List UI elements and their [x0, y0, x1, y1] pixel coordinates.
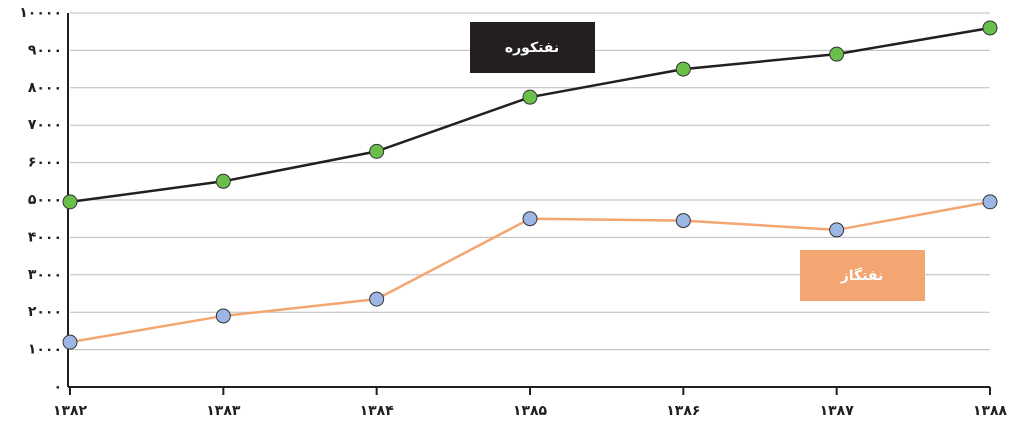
- legend-box: [800, 250, 925, 301]
- y-tick-label: ۰: [53, 379, 62, 395]
- legend-label: نفتکوره: [505, 40, 559, 56]
- legend-box: [470, 22, 595, 73]
- x-tick-label: ۱۳۸۳: [206, 403, 241, 419]
- x-tick-label: ۱۳۸۶: [666, 403, 700, 419]
- y-tick-label: ۳۰۰۰: [28, 267, 62, 283]
- y-tick-label: ۲۰۰۰: [28, 304, 62, 320]
- x-tick-label: ۱۳۸۷: [820, 403, 855, 419]
- point-marker: [675, 213, 691, 229]
- y-tick-label: ۷۰۰۰: [28, 117, 62, 133]
- x-tick-label: ۱۳۸۵: [513, 403, 548, 419]
- y-tick-label: ۵۰۰۰: [28, 192, 62, 208]
- legend-label: نفتگاز: [840, 267, 884, 284]
- point-marker: [215, 173, 231, 189]
- y-tick-label: ۸۰۰۰: [28, 80, 62, 96]
- point-marker: [62, 194, 78, 210]
- point-marker: [982, 194, 998, 210]
- point-marker: [675, 61, 691, 77]
- point-marker: [522, 89, 538, 105]
- point-marker: [369, 291, 385, 307]
- y-tick-label: ۴۰۰۰: [28, 229, 62, 245]
- x-tick-label: ۱۳۸۸: [973, 403, 1008, 419]
- y-tick-label: ۶۰۰۰: [28, 155, 62, 171]
- point-marker: [215, 308, 231, 324]
- point-marker: [982, 20, 998, 36]
- point-marker: [829, 46, 845, 62]
- y-tick-label: ۱۰۰۰: [28, 342, 62, 358]
- point-marker: [522, 211, 538, 227]
- y-tick-label: ۱۰۰۰۰: [19, 5, 62, 21]
- point-marker: [829, 222, 845, 238]
- y-tick-label: ۹۰۰۰: [28, 42, 62, 58]
- point-marker: [369, 143, 385, 159]
- point-marker: [62, 334, 78, 350]
- x-tick-label: ۱۳۸۲: [53, 403, 88, 419]
- x-tick-label: ۱۳۸۴: [360, 403, 395, 419]
